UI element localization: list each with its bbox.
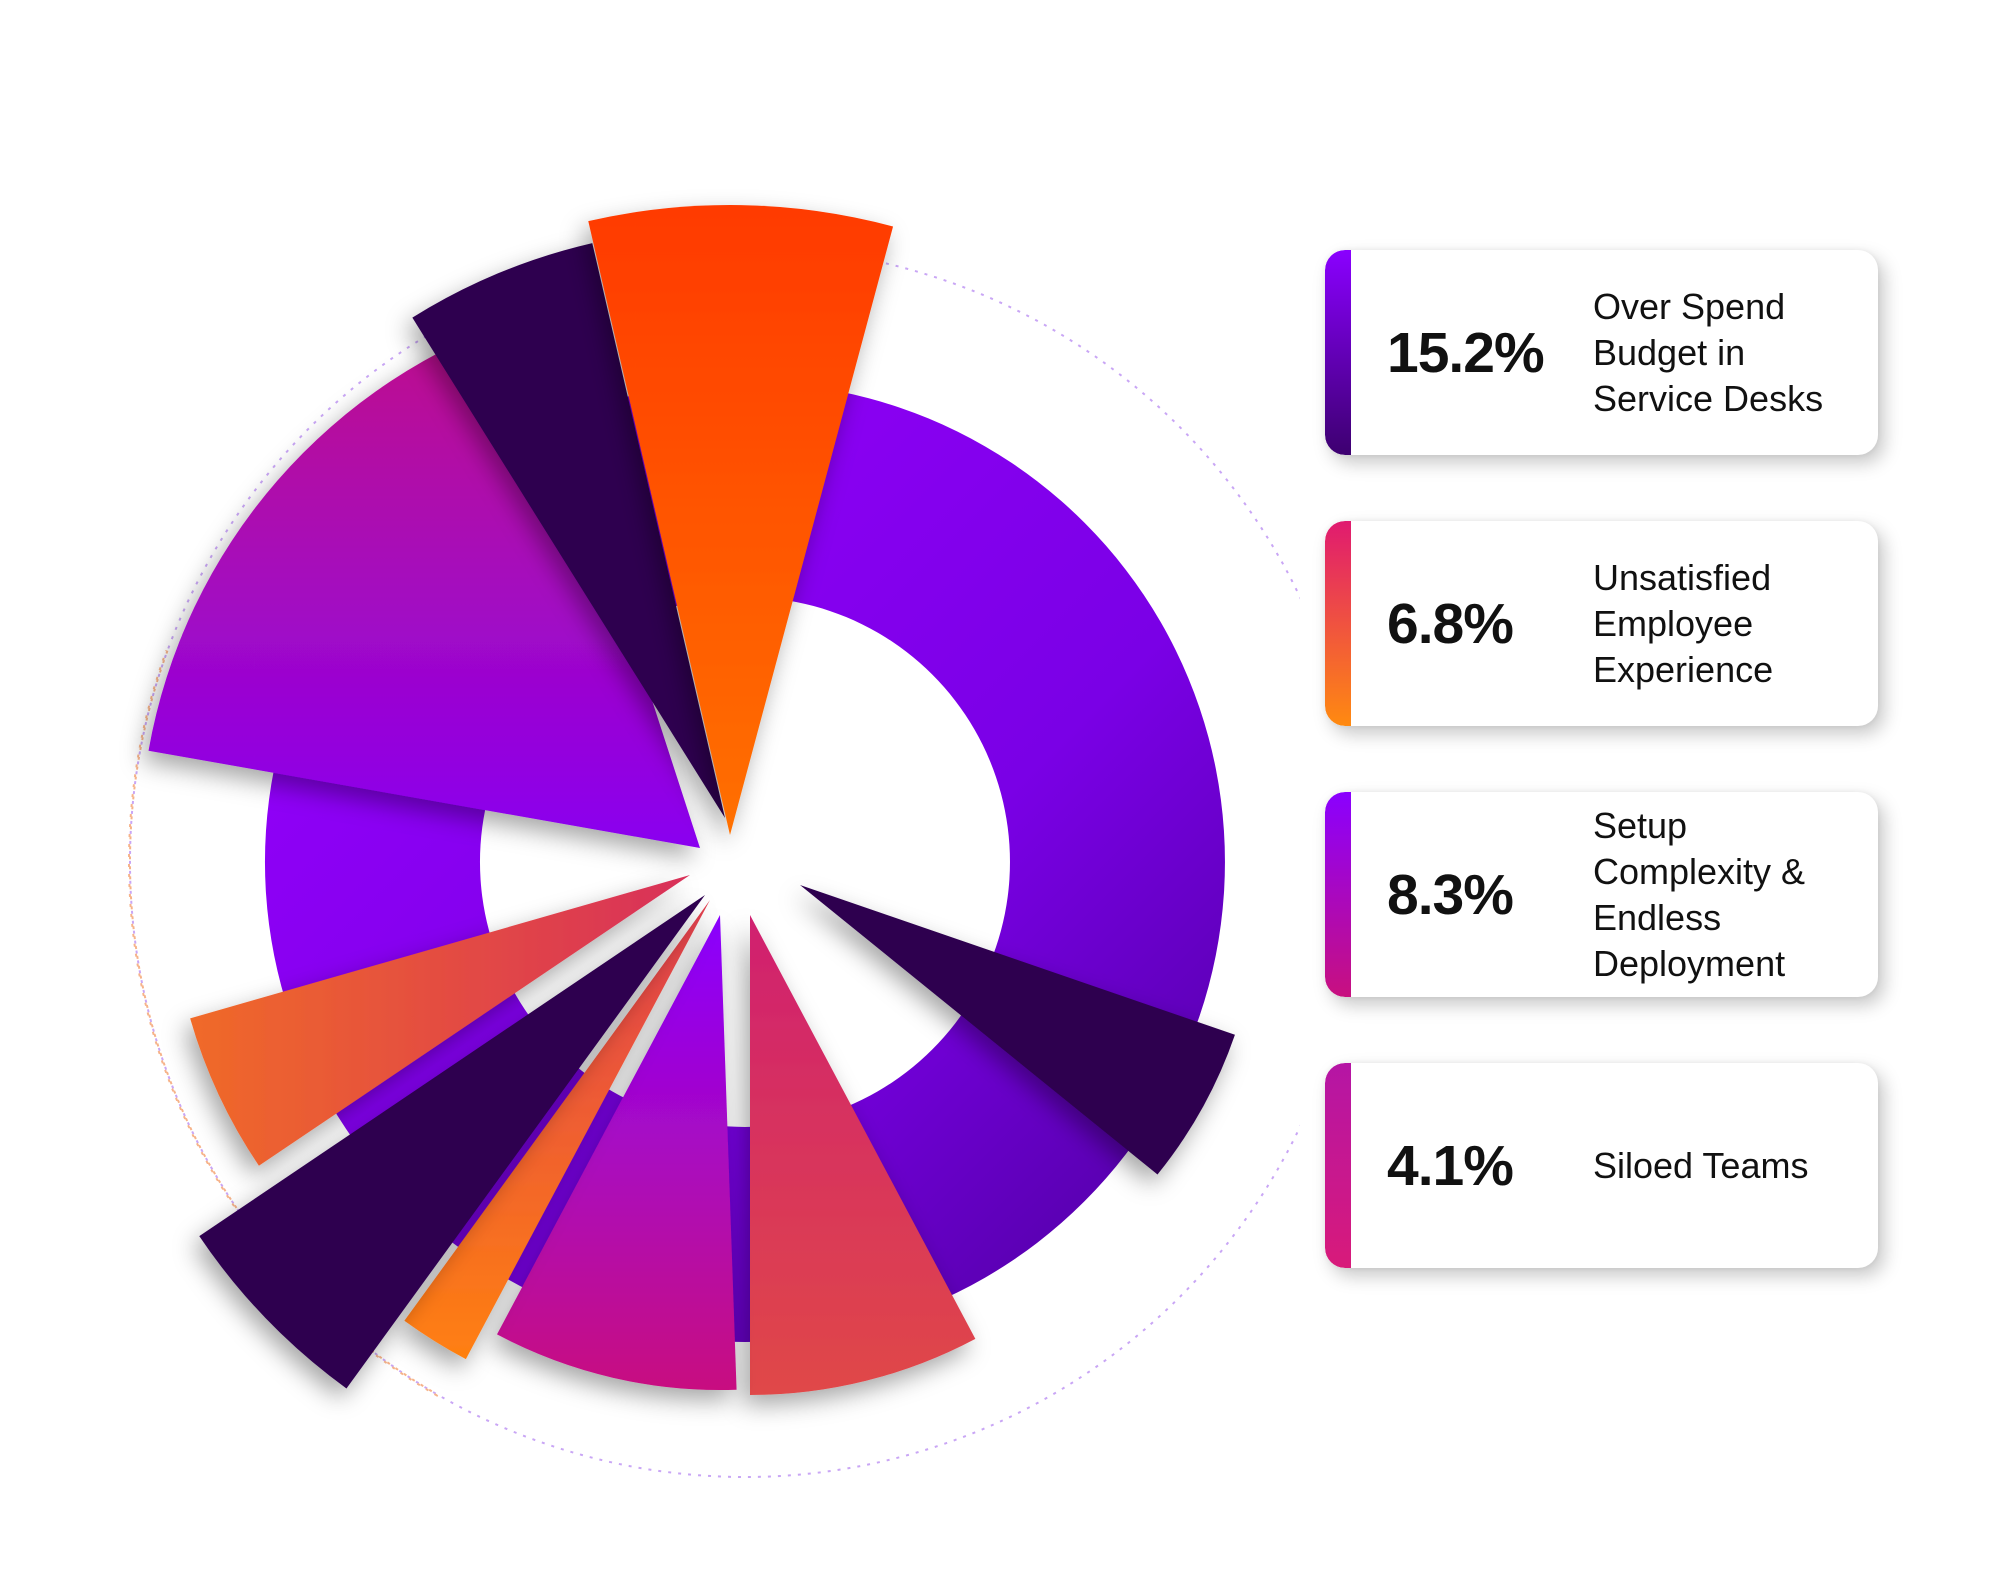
- card-accent-bar: [1325, 250, 1351, 455]
- segment-dark-upper: [412, 243, 725, 819]
- segment-orange-red-top: [588, 205, 894, 836]
- polar-chart: [128, 205, 1300, 1478]
- card-accent-bar: [1325, 1063, 1351, 1268]
- stat-value: 8.3%: [1387, 862, 1514, 927]
- stat-card-setup-complexity: 8.3% Setup Complexity & Endless Deployme…: [1325, 792, 1878, 997]
- stat-card-unsatisfied: 6.8% Unsatisfied Employee Experience: [1325, 521, 1878, 726]
- stat-value: 4.1%: [1387, 1133, 1514, 1198]
- stat-label: Over Spend Budget in Service Desks: [1593, 285, 1824, 419]
- segment-dark-right: [800, 885, 1235, 1175]
- card-accent-bar: [1325, 521, 1351, 726]
- segment-orange-pink-left: [190, 875, 690, 1166]
- stat-label: Setup Complexity & Endless Deployment: [1593, 804, 1806, 984]
- stat-value: 15.2%: [1387, 320, 1545, 385]
- guide-circle-orange-arc: [128, 650, 439, 1397]
- card-accent-bar: [1325, 792, 1351, 997]
- stat-label: Siloed Teams: [1593, 1144, 1809, 1186]
- legend-cards: 15.2% Over Spend Budget in Service Desks…: [1325, 250, 1878, 1334]
- stat-value: 6.8%: [1387, 591, 1514, 656]
- segment-orange-thin: [404, 900, 710, 1360]
- center-hub: [697, 814, 793, 910]
- stat-card-over-spend: 15.2% Over Spend Budget in Service Desks: [1325, 250, 1878, 455]
- segment-dark-lower-left: [199, 895, 705, 1389]
- stat-label: Unsatisfied Employee Experience: [1593, 556, 1774, 690]
- guide-circle: [129, 246, 1300, 1478]
- segment-pink-red-bottom: [750, 915, 976, 1395]
- segment-magenta-bottom: [497, 915, 737, 1390]
- stat-card-siloed-teams: 4.1% Siloed Teams: [1325, 1063, 1878, 1268]
